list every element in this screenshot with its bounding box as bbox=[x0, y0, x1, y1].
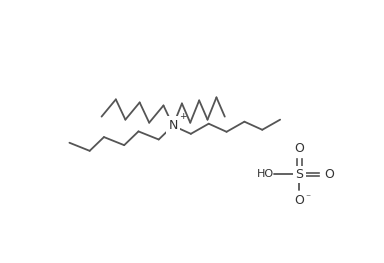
Text: S: S bbox=[295, 168, 303, 181]
Text: O: O bbox=[324, 168, 334, 181]
Text: N: N bbox=[168, 119, 178, 132]
Text: ⁻: ⁻ bbox=[305, 193, 311, 203]
Text: O: O bbox=[295, 194, 305, 207]
Text: +: + bbox=[180, 112, 187, 121]
Text: O: O bbox=[295, 142, 305, 155]
Text: HO: HO bbox=[257, 169, 273, 179]
